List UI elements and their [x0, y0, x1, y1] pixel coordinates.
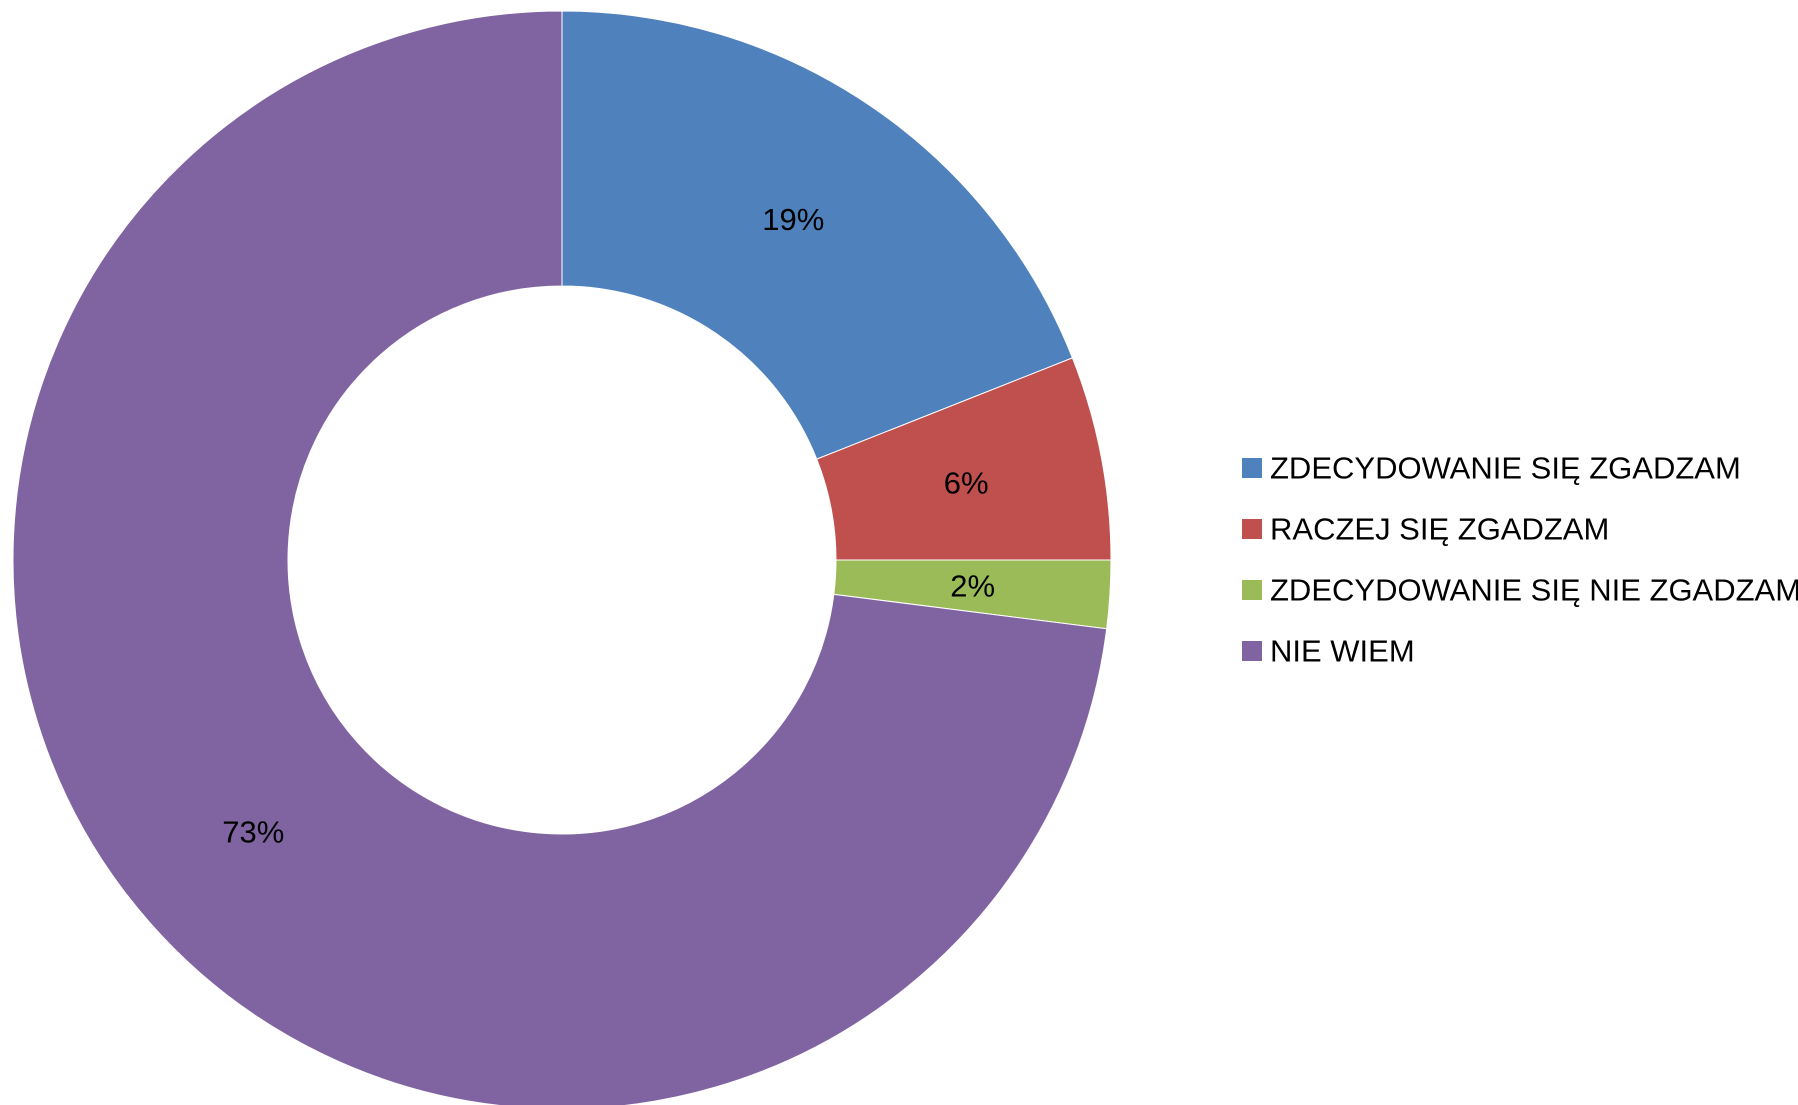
donut-slices [12, 10, 1112, 1105]
donut-slice-1 [561, 10, 1074, 460]
slice-data-label-2: 6% [944, 465, 989, 500]
legend: ZDECYDOWANIE SIĘ ZGADZAM RACZEJ SIĘ ZGADZ… [1242, 451, 1798, 669]
legend-swatch-4 [1242, 641, 1262, 661]
slice-data-label-3: 2% [950, 568, 995, 603]
slice-data-label-1: 19% [762, 202, 824, 237]
slice-data-labels: 19% 6% 2% 73% [222, 202, 995, 849]
donut-slice-4 [12, 10, 1108, 1105]
legend-label-3: ZDECYDOWANIE SIĘ NIE ZGADZAM [1270, 573, 1798, 608]
legend-label-1: ZDECYDOWANIE SIĘ ZGADZAM [1270, 451, 1741, 486]
legend-swatch-3 [1242, 580, 1262, 600]
slice-data-label-4: 73% [222, 815, 284, 850]
legend-label-4: NIE WIEM [1270, 634, 1415, 669]
legend-label-2: RACZEJ SIĘ ZGADZAM [1270, 512, 1609, 547]
legend-swatch-2 [1242, 519, 1262, 539]
legend-swatch-1 [1242, 458, 1262, 478]
